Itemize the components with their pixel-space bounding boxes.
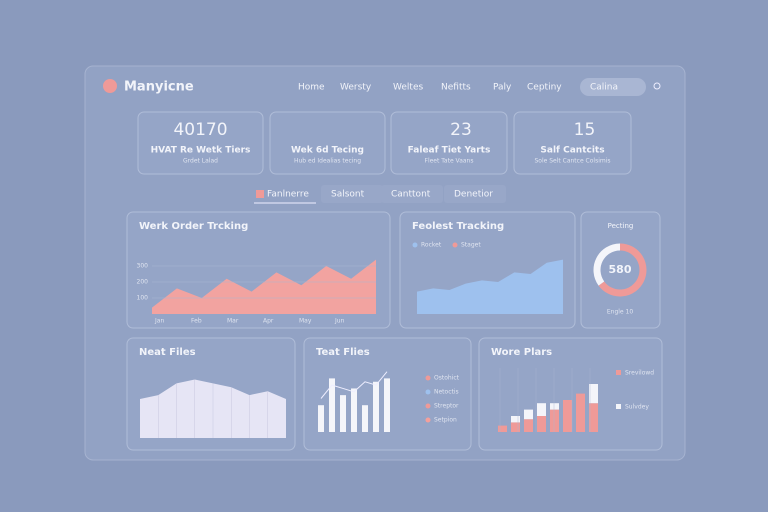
nav-link[interactable]: Ceptiny xyxy=(527,83,562,93)
nav-link[interactable]: Nefitts xyxy=(441,83,471,93)
tab[interactable] xyxy=(321,185,383,203)
legend-label: Netoctis xyxy=(434,389,459,396)
panel-title: Wore Plars xyxy=(491,347,552,358)
brand: Manyicne xyxy=(124,80,194,95)
bar xyxy=(340,395,346,432)
bar xyxy=(384,378,390,432)
logo xyxy=(103,79,117,93)
tab-label[interactable]: Denetior xyxy=(454,190,493,200)
tab[interactable] xyxy=(381,185,443,203)
search-text[interactable]: Calina xyxy=(590,83,618,93)
stat-sub: Grdet Lalad xyxy=(183,158,218,165)
bar-segment xyxy=(537,403,546,416)
legend-dot xyxy=(425,375,431,381)
legend-label: Staget xyxy=(461,242,481,249)
panel-title: Feolest Tracking xyxy=(412,221,504,232)
y-tick-label: 100 xyxy=(137,295,149,302)
search-box[interactable] xyxy=(580,78,646,96)
stat-value: 40170 xyxy=(173,120,227,140)
stat-card xyxy=(269,111,386,175)
legend-label: Setpion xyxy=(434,417,457,424)
legend-swatch xyxy=(616,370,621,375)
tab-label[interactable]: Fanlnerre xyxy=(267,190,309,200)
bar-segment xyxy=(524,409,533,420)
x-tick-label: May xyxy=(299,318,312,325)
legend-label: Sulvdey xyxy=(625,404,649,411)
stat-label: Faleaf Tiet Yarts xyxy=(408,146,491,156)
stat-label: HVAT Re Wetk Tiers xyxy=(151,146,251,156)
panel-title: Werk Order Trcking xyxy=(139,221,248,232)
bar xyxy=(329,378,335,432)
bar-segment xyxy=(537,416,546,432)
bar xyxy=(318,405,324,432)
area xyxy=(417,259,563,314)
donut-center: 580 xyxy=(609,263,632,276)
donut-segment xyxy=(598,243,647,297)
legend-dot xyxy=(425,389,431,395)
panel-title: Pecting xyxy=(608,222,634,230)
x-tick-label: Jan xyxy=(154,318,164,325)
stat-sub: Fleet Tate Vaans xyxy=(425,158,474,165)
legend-dot xyxy=(425,417,431,423)
stat-value: 15 xyxy=(574,120,596,140)
x-tick-label: Apr xyxy=(263,318,274,325)
donut-segment xyxy=(593,243,621,286)
legend-label: Ostohict xyxy=(434,375,460,382)
stat-label: Salf Cantcits xyxy=(540,146,604,156)
legend-dot xyxy=(452,242,458,248)
nav-link[interactable]: Home xyxy=(298,83,325,93)
panel-title: Neat Files xyxy=(139,347,196,358)
donut-footer: Engle 10 xyxy=(607,309,633,316)
bar-segment xyxy=(511,422,520,432)
stat-label: Wek 6d Tecing xyxy=(291,146,364,156)
stat-value: 23 xyxy=(450,120,472,140)
bar-segment xyxy=(550,403,559,410)
panel xyxy=(580,211,661,329)
stat-card xyxy=(390,111,508,175)
legend-label: Rocket xyxy=(421,242,442,249)
search-icon[interactable] xyxy=(653,82,661,90)
x-tick-label: Mar xyxy=(227,318,239,325)
x-tick-label: Jun xyxy=(334,318,345,325)
stat-card xyxy=(513,111,632,175)
tab[interactable] xyxy=(444,185,506,203)
bar-segment xyxy=(589,384,598,404)
bar-segment xyxy=(576,393,585,432)
area xyxy=(152,259,376,314)
legend-label: Srevilowd xyxy=(625,370,654,377)
x-tick-label: Feb xyxy=(191,318,202,325)
bar xyxy=(351,388,357,432)
tab-indicator xyxy=(256,190,264,198)
stat-sub: Hub ed Idealias tecing xyxy=(294,158,361,165)
stat-sub: Sole Selt Cantce Colsimis xyxy=(534,158,610,165)
nav-link[interactable]: Wersty xyxy=(340,83,372,93)
trend-line xyxy=(320,371,388,399)
y-tick-label: 200 xyxy=(137,279,149,286)
bar xyxy=(362,405,368,432)
stat-card xyxy=(137,111,264,175)
legend-dot xyxy=(425,403,431,409)
tab-label[interactable]: Canttont xyxy=(391,190,431,200)
panel-title: Teat Flies xyxy=(316,347,370,358)
tab-label[interactable]: Salsont xyxy=(331,190,365,200)
bar-segment xyxy=(498,425,507,432)
legend-swatch xyxy=(616,404,621,409)
bar-segment xyxy=(589,403,598,432)
legend-dot xyxy=(412,242,418,248)
bar-segment xyxy=(524,419,533,432)
legend-label: Streptor xyxy=(434,403,459,410)
bar-segment xyxy=(511,416,520,423)
bar-segment xyxy=(550,409,559,432)
nav-link[interactable]: Weltes xyxy=(393,83,423,93)
bar-segment xyxy=(563,400,572,432)
y-tick-label: 300 xyxy=(137,263,149,270)
bar xyxy=(373,381,379,432)
nav-link[interactable]: Paly xyxy=(493,83,512,93)
